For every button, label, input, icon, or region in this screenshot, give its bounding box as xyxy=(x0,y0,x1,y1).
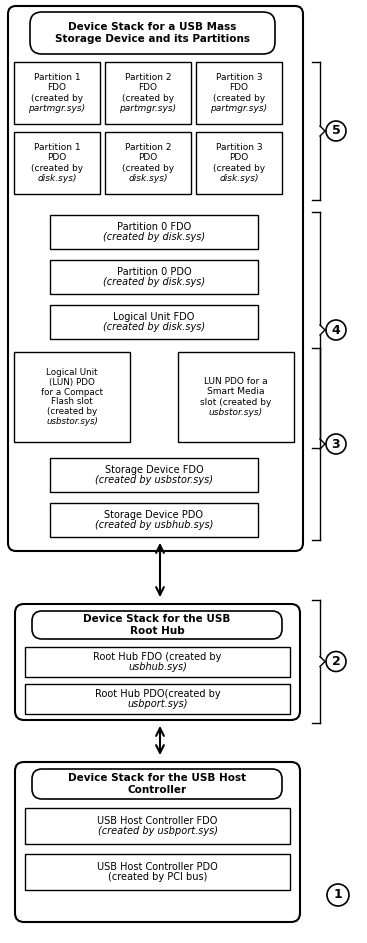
Text: Partition 2: Partition 2 xyxy=(125,74,171,82)
Circle shape xyxy=(326,434,346,454)
Text: USB Host Controller PDO: USB Host Controller PDO xyxy=(97,862,218,871)
Bar xyxy=(25,854,290,890)
Text: 3: 3 xyxy=(332,438,340,451)
Bar xyxy=(50,215,258,249)
Text: Storage Device PDO: Storage Device PDO xyxy=(105,509,203,520)
Text: Device Stack for the USB
Root Hub: Device Stack for the USB Root Hub xyxy=(83,614,231,636)
FancyBboxPatch shape xyxy=(8,6,303,551)
Text: Logical Unit FDO: Logical Unit FDO xyxy=(113,311,195,322)
Bar xyxy=(50,458,258,492)
Text: FDO: FDO xyxy=(138,84,157,92)
Bar xyxy=(14,62,100,124)
Text: partmgr.sys): partmgr.sys) xyxy=(28,104,86,112)
Text: disk.sys): disk.sys) xyxy=(37,174,77,183)
Text: for a Compact: for a Compact xyxy=(41,388,103,397)
Circle shape xyxy=(326,320,346,340)
Text: Device Stack for a USB Mass
Storage Device and its Partitions: Device Stack for a USB Mass Storage Devi… xyxy=(55,23,250,43)
Text: Root Hub FDO (created by: Root Hub FDO (created by xyxy=(93,652,222,662)
Text: usbstor.sys): usbstor.sys) xyxy=(46,417,98,426)
Text: Logical Unit: Logical Unit xyxy=(46,368,98,377)
Text: Partition 3: Partition 3 xyxy=(216,143,262,153)
Text: (created by: (created by xyxy=(47,407,97,416)
FancyBboxPatch shape xyxy=(30,12,275,54)
Text: Partition 3: Partition 3 xyxy=(216,74,262,82)
Text: Partition 0 FDO: Partition 0 FDO xyxy=(117,222,191,232)
Bar xyxy=(105,62,191,124)
Bar xyxy=(25,684,290,714)
FancyBboxPatch shape xyxy=(15,604,300,720)
Text: (created by disk.sys): (created by disk.sys) xyxy=(103,232,205,242)
Text: (created by: (created by xyxy=(213,93,265,103)
Text: Device Stack for the USB Host
Controller: Device Stack for the USB Host Controller xyxy=(68,773,246,795)
Text: (LUN) PDO: (LUN) PDO xyxy=(49,378,95,387)
Circle shape xyxy=(327,884,349,906)
Bar xyxy=(14,352,130,442)
Text: disk.sys): disk.sys) xyxy=(219,174,259,183)
FancyBboxPatch shape xyxy=(32,611,282,639)
Text: (created by: (created by xyxy=(122,163,174,173)
Circle shape xyxy=(326,121,346,141)
Text: usbhub.sys): usbhub.sys) xyxy=(128,662,187,672)
Text: (created by PCI bus): (created by PCI bus) xyxy=(108,872,207,883)
Text: partmgr.sys): partmgr.sys) xyxy=(210,104,268,112)
Bar xyxy=(25,647,290,677)
Bar xyxy=(196,62,282,124)
Text: 2: 2 xyxy=(332,655,340,668)
Text: Partition 2: Partition 2 xyxy=(125,143,171,153)
Text: Partition 1: Partition 1 xyxy=(34,143,80,153)
Bar xyxy=(50,260,258,294)
Text: PDO: PDO xyxy=(47,154,67,162)
Text: PDO: PDO xyxy=(138,154,157,162)
Text: usbstor.sys): usbstor.sys) xyxy=(209,407,263,417)
Text: (created by: (created by xyxy=(31,93,83,103)
Text: 5: 5 xyxy=(332,124,340,138)
Bar xyxy=(178,352,294,442)
Text: 1: 1 xyxy=(334,888,342,902)
Text: FDO: FDO xyxy=(47,84,66,92)
Text: usbport.sys): usbport.sys) xyxy=(127,700,188,709)
FancyBboxPatch shape xyxy=(15,762,300,922)
Text: Storage Device FDO: Storage Device FDO xyxy=(105,465,203,474)
Bar xyxy=(50,305,258,339)
Bar xyxy=(105,132,191,194)
Circle shape xyxy=(326,652,346,671)
Text: (created by disk.sys): (created by disk.sys) xyxy=(103,323,205,333)
Text: USB Host Controller FDO: USB Host Controller FDO xyxy=(97,816,218,825)
Text: Root Hub PDO(created by: Root Hub PDO(created by xyxy=(95,688,220,699)
FancyBboxPatch shape xyxy=(32,769,282,799)
Text: (created by disk.sys): (created by disk.sys) xyxy=(103,277,205,288)
Text: Smart Media: Smart Media xyxy=(207,388,265,396)
Bar xyxy=(14,132,100,194)
Text: (created by usbport.sys): (created by usbport.sys) xyxy=(98,826,218,836)
Text: Partition 0 PDO: Partition 0 PDO xyxy=(117,267,191,276)
Text: 4: 4 xyxy=(332,323,340,337)
Text: slot (created by: slot (created by xyxy=(200,398,272,406)
Text: PDO: PDO xyxy=(229,154,248,162)
Text: (created by: (created by xyxy=(122,93,174,103)
Text: (created by: (created by xyxy=(213,163,265,173)
Text: Partition 1: Partition 1 xyxy=(34,74,80,82)
Text: Flash slot: Flash slot xyxy=(51,397,93,406)
Bar xyxy=(196,132,282,194)
Bar xyxy=(25,808,290,844)
Text: (created by usbstor.sys): (created by usbstor.sys) xyxy=(95,475,213,486)
Text: LUN PDO for a: LUN PDO for a xyxy=(204,377,268,387)
Text: disk.sys): disk.sys) xyxy=(128,174,168,183)
Text: (created by: (created by xyxy=(31,163,83,173)
Text: partmgr.sys): partmgr.sys) xyxy=(119,104,177,112)
Text: FDO: FDO xyxy=(229,84,248,92)
Bar xyxy=(50,503,258,537)
Text: (created by usbhub.sys): (created by usbhub.sys) xyxy=(95,521,213,530)
